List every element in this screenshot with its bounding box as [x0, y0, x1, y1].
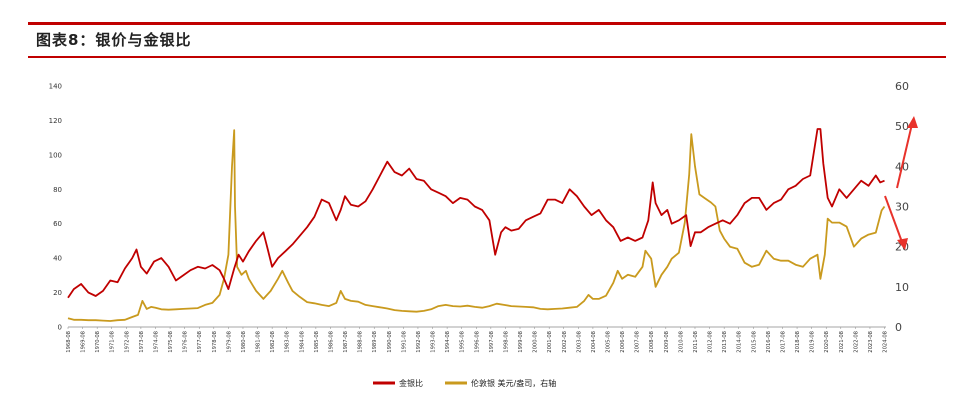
right-tick-label: 0 — [895, 321, 902, 334]
x-tick-label: 1997-08 — [489, 331, 495, 353]
x-tick-label: 2001-08 — [547, 331, 553, 353]
left-tick-label: 20 — [53, 289, 62, 297]
x-tick-label: 1993-08 — [431, 331, 437, 353]
x-tick-label: 1985-08 — [314, 331, 320, 353]
legend-label: 金银比 — [399, 378, 423, 388]
x-tick-label: 2010-08 — [678, 331, 684, 353]
x-tick-label: 2000-08 — [533, 331, 539, 353]
x-tick-label: 1984-08 — [299, 331, 305, 353]
right-axis: 0102030405060 — [895, 80, 909, 334]
x-tick-label: 1974-08 — [153, 331, 159, 353]
x-tick-label: 1975-08 — [168, 331, 174, 353]
x-tick-label: 1972-08 — [124, 331, 130, 353]
x-tick-label: 2023-08 — [868, 331, 874, 353]
x-tick-label: 1992-08 — [416, 331, 422, 353]
x-tick-label: 1983-08 — [285, 331, 291, 353]
legend-label: 伦敦银 美元/盎司，右轴 — [471, 378, 556, 388]
x-tick-label: 2018-08 — [795, 331, 801, 353]
x-tick-label: 2012-08 — [708, 331, 714, 353]
x-tick-label: 2002-08 — [562, 331, 568, 353]
x-tick-label: 1996-08 — [474, 331, 480, 353]
x-tick-label: 1986-08 — [328, 331, 334, 353]
x-tick-label: 1976-08 — [183, 331, 189, 353]
x-tick-label: 1980-08 — [241, 331, 247, 353]
x-tick-label: 2008-08 — [649, 331, 655, 353]
x-tick-label: 1994-08 — [445, 331, 451, 353]
x-tick-label: 1971-08 — [110, 331, 116, 353]
x-tick-label: 2022-08 — [853, 331, 859, 353]
right-tick-label: 60 — [895, 80, 909, 93]
right-tick-label: 50 — [895, 120, 909, 133]
x-tick-label: 1988-08 — [358, 331, 364, 353]
left-tick-label: 100 — [49, 151, 62, 159]
arrow-down-head — [897, 238, 908, 250]
left-tick-label: 40 — [53, 255, 62, 263]
x-tick-label: 1977-08 — [197, 331, 203, 353]
left-tick-label: 60 — [53, 220, 62, 228]
arrow-down-line — [884, 195, 903, 243]
x-tick-label: 1989-08 — [372, 331, 378, 353]
x-tick-label: 2020-08 — [824, 331, 830, 353]
left-tick-label: 140 — [49, 83, 62, 91]
chart-title: 图表8：银价与金银比 — [36, 31, 192, 49]
left-axis: 0 20 40 60 80 100 120 140 — [49, 83, 886, 332]
x-tick-label: 2013-08 — [722, 331, 728, 353]
x-tick-label: 1995-08 — [460, 331, 466, 353]
x-tick-label: 2021-08 — [839, 331, 845, 353]
london-silver-line — [67, 129, 886, 322]
x-tick-label: 1991-08 — [401, 331, 407, 353]
x-tick-label: 2004-08 — [591, 331, 597, 353]
x-tick-label: 2005-08 — [606, 331, 612, 353]
x-axis: 1968-08 1969-08 1970-08 1971-08 1972-08 1973-… — [66, 327, 889, 353]
left-tick-label: 80 — [53, 186, 62, 194]
gold-silver-ratio-line — [67, 128, 885, 299]
x-tick-label: 2015-08 — [751, 331, 757, 353]
series-layer — [67, 128, 886, 322]
x-tick-label: 1998-08 — [503, 331, 509, 353]
x-tick-label: 2014-08 — [737, 331, 743, 353]
x-tick-label: 1969-08 — [81, 331, 87, 353]
x-tick-label: 1973-08 — [139, 331, 145, 353]
x-tick-label: 2016-08 — [766, 331, 772, 353]
arrow-up-line — [896, 123, 913, 189]
x-tick-label: 2024-08 — [883, 331, 889, 353]
x-tick-label: 1981-08 — [256, 331, 262, 353]
header-bottom-rule — [28, 56, 946, 58]
x-tick-label: 2007-08 — [635, 331, 641, 353]
left-tick-label: 120 — [49, 117, 62, 125]
x-tick-label: 2019-08 — [810, 331, 816, 353]
x-tick-label: 1978-08 — [212, 331, 218, 353]
x-tick-label: 1987-08 — [343, 331, 349, 353]
header-top-rule — [28, 22, 946, 25]
x-tick-label: 1979-08 — [226, 331, 232, 353]
x-tick-label: 2006-08 — [620, 331, 626, 353]
x-tick-label: 2017-08 — [780, 331, 786, 353]
x-tick-label: 1968-08 — [66, 331, 72, 353]
x-tick-label: 2011-08 — [693, 331, 699, 353]
x-tick-label: 1982-08 — [270, 331, 276, 353]
left-tick-label: 0 — [58, 324, 62, 332]
right-tick-label: 30 — [895, 201, 909, 214]
legend-item-ratio: 金银比 — [373, 378, 423, 388]
x-tick-label: 1990-08 — [387, 331, 393, 353]
arrow-up-head — [907, 116, 918, 128]
chart-legend: 金银比 伦敦银 美元/盎司，右轴 — [373, 378, 556, 388]
x-tick-label: 1970-08 — [95, 331, 101, 353]
legend-item-silver: 伦敦银 美元/盎司，右轴 — [445, 378, 556, 388]
x-tick-label: 1999-08 — [518, 331, 524, 353]
annotation-arrows — [884, 116, 918, 250]
x-tick-label: 2009-08 — [664, 331, 670, 353]
x-tick-label: 2003-08 — [576, 331, 582, 353]
right-tick-label: 10 — [895, 281, 909, 294]
